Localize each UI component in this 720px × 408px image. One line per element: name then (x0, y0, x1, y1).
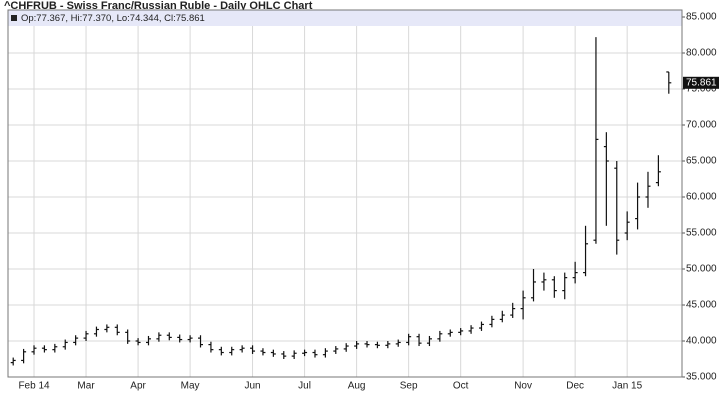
ohlc-bar (270, 349, 276, 357)
ohlc-bar (624, 211, 630, 241)
x-tick-label: Nov (514, 381, 532, 392)
ohlc-bar (260, 348, 266, 356)
last-value-label: 75.861 (686, 77, 717, 88)
ohlc-bar (177, 334, 183, 343)
ohlc-bar (655, 155, 661, 187)
ohlc-bar (426, 335, 432, 347)
ohlc-bar (156, 332, 162, 342)
x-tick-label: Mar (77, 381, 95, 392)
ohlc-bar (21, 348, 27, 364)
plot-frame (7, 9, 683, 378)
ohlc-bar (531, 269, 537, 302)
y-tick-label: 35.000 (686, 372, 717, 383)
ohlc-bar (281, 351, 287, 359)
ohlc-bar (208, 341, 214, 353)
ohlc-bar (187, 335, 193, 343)
ohlc-bar (645, 171, 651, 208)
ohlc-bar (614, 161, 620, 255)
ohlc-bar (104, 324, 110, 333)
ohlc-bar (395, 339, 401, 347)
y-tick-label: 65.000 (686, 156, 717, 167)
x-tick-label: Aug (348, 381, 366, 392)
ohlc-bar (291, 350, 297, 359)
ohlc-bar (583, 225, 589, 277)
x-tick-label: Oct (453, 381, 469, 392)
x-tick-label: May (181, 381, 200, 392)
ohlc-bar (135, 338, 141, 346)
y-tick-label: 75.000 (686, 84, 717, 95)
y-tick-label: 40.000 (686, 336, 717, 347)
ohlc-bar (218, 346, 224, 356)
ohlc-bar (229, 346, 235, 356)
ohlc-bar (406, 333, 412, 346)
ohlc-bar (603, 132, 609, 226)
y-tick-label: 60.000 (686, 192, 717, 203)
y-tick-label: 55.000 (686, 228, 717, 239)
ohlc-bar (83, 330, 89, 341)
info-icon (11, 15, 17, 21)
x-tick-label: Feb 14 (18, 381, 50, 392)
ohlc-bar (302, 349, 308, 357)
ohlc-bar (52, 343, 58, 353)
x-tick-label: Dec (566, 381, 584, 392)
y-tick-label: 50.000 (686, 264, 717, 275)
ohlc-bar (551, 276, 557, 298)
chart-title: ^CHFRUB - Swiss Franc/Russian Ruble - Da… (4, 0, 313, 12)
ohlc-bar (499, 310, 505, 323)
ohlc-bar (635, 182, 641, 230)
ohlc-bar (333, 346, 339, 354)
ohlc-bar (520, 290, 526, 320)
ohlc-bar (343, 343, 349, 352)
y-tick-label: 45.000 (686, 300, 717, 311)
x-tick-label: Apr (130, 381, 146, 392)
ohlc-bar (489, 315, 495, 328)
x-tick-label: Sep (400, 381, 418, 392)
ohlc-bar (125, 329, 131, 344)
ohlc-bar (73, 335, 79, 346)
ohlc-info: Op:77.367, Hi:77.370, Lo:74.344, Cl:75.8… (21, 13, 205, 24)
ohlc-bar (541, 272, 547, 291)
y-tick-label: 80.000 (686, 48, 717, 59)
ohlc-bar (114, 324, 120, 336)
ohlc-bar (198, 335, 204, 348)
info-band (8, 10, 682, 26)
ohlc-bar (437, 330, 443, 342)
ohlc-bar (416, 333, 422, 347)
ohlc-bar (458, 328, 464, 336)
x-tick-label: Jul (298, 381, 311, 392)
ohlc-bar (354, 341, 360, 349)
ohlc-bar (385, 341, 391, 349)
ohlc-bar (468, 325, 474, 334)
ohlc-bar (666, 71, 672, 94)
ohlc-bar (562, 272, 568, 300)
ohlc-bar (593, 37, 599, 244)
ohlc-bar (145, 335, 151, 346)
ohlc-bar (166, 332, 172, 341)
ohlc-bar (312, 349, 318, 358)
y-tick-label: 70.000 (686, 120, 717, 131)
ohlc-bar (322, 348, 328, 358)
ohlc-bar (239, 345, 245, 353)
ohlc-bar (374, 341, 380, 349)
x-tick-label: Jan 15 (612, 381, 642, 392)
ohlc-bar (478, 321, 484, 331)
ohlc-bar (447, 329, 453, 337)
y-tick-label: 85.000 (686, 12, 717, 23)
x-tick-label: Jun (244, 381, 260, 392)
ohlc-bar (93, 326, 99, 337)
ohlc-bar (31, 345, 37, 355)
ohlc-bar (572, 261, 578, 284)
ohlc-bar (10, 357, 16, 366)
ohlc-bar (250, 345, 256, 354)
ohlc-bar (41, 345, 47, 353)
ohlc-bar (62, 339, 68, 350)
last-value-tag (683, 76, 719, 89)
ohlc-bar (364, 341, 370, 348)
ohlc-bar (510, 302, 516, 318)
